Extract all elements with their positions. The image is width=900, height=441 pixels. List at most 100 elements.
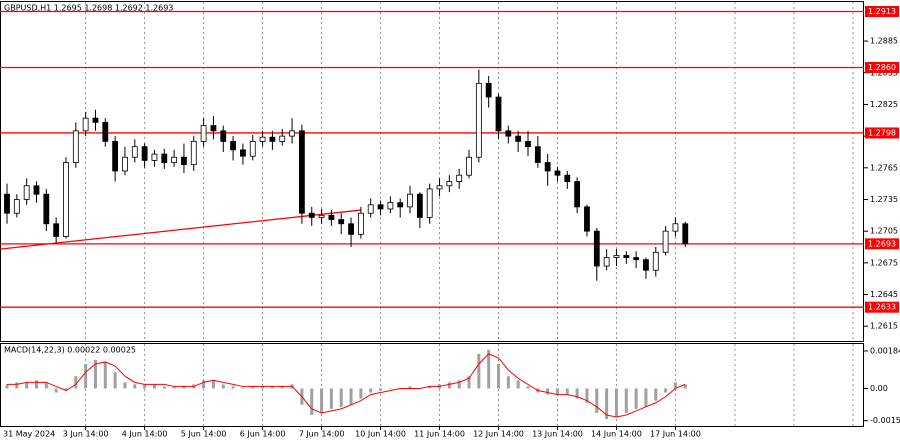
- macd-bar: [467, 376, 471, 389]
- candle-body: [269, 136, 276, 142]
- macd-bar: [103, 361, 107, 389]
- candle-body: [328, 214, 335, 220]
- macd-bar: [349, 388, 353, 405]
- candle-body: [564, 174, 571, 182]
- candle-body: [220, 130, 227, 142]
- macd-bar: [555, 388, 559, 395]
- trendline: [0, 209, 361, 250]
- x-tick-label: 13 Jun 14:00: [532, 430, 583, 439]
- candle-body: [446, 181, 453, 187]
- x-tick-label: 12 Jun 14:00: [473, 430, 524, 439]
- candle-body: [171, 156, 178, 163]
- candle-body: [131, 146, 138, 158]
- candle-body: [574, 181, 581, 208]
- candle-body: [652, 251, 659, 271]
- candle-body: [416, 193, 423, 218]
- candle-body: [141, 146, 148, 161]
- candle-body: [603, 257, 610, 267]
- candle-body: [289, 130, 295, 137]
- candle-body: [4, 193, 10, 214]
- level-label-box: [865, 61, 899, 73]
- candle-body: [357, 212, 364, 235]
- macd-bar: [15, 382, 19, 389]
- macd-bar: [310, 388, 314, 415]
- macd-bar: [280, 386, 284, 389]
- candle-body: [72, 130, 79, 163]
- macd-bar: [339, 388, 343, 407]
- level-label: 1.2633: [868, 303, 896, 312]
- level-label: 1.2798: [868, 128, 896, 137]
- candle-body: [190, 141, 197, 166]
- y-tick-label: -0.00158: [870, 416, 900, 425]
- level-label: 1.2693: [868, 239, 896, 248]
- candle-body: [426, 188, 433, 218]
- macd-bar: [447, 382, 451, 389]
- candle-body: [593, 230, 600, 267]
- x-tick-label: 7 Jun 14:00: [299, 430, 345, 439]
- x-tick-label: 10 Jun 14:00: [355, 430, 406, 439]
- candle-body: [682, 223, 689, 245]
- macd-bar: [64, 388, 68, 391]
- macd-bar: [162, 386, 166, 389]
- macd-bar: [251, 386, 255, 389]
- x-tick-label: 17 Jun 14:00: [650, 430, 701, 439]
- candle-body: [436, 185, 443, 190]
- candle-body: [23, 185, 30, 200]
- grid-layer: [85, 2, 854, 426]
- macd-bar: [172, 386, 176, 389]
- macd-bar: [74, 376, 78, 389]
- candle-body: [33, 185, 40, 195]
- macd-bar: [113, 372, 117, 389]
- macd-bar: [44, 382, 48, 389]
- level-label: 1.2913: [868, 7, 896, 16]
- candle-body: [112, 141, 119, 172]
- candle-body: [151, 153, 158, 161]
- chart-title: GBPUSD,H1 1.2695 1.2698 1.2692 1.2693: [4, 4, 173, 13]
- macd-bar: [388, 388, 392, 389]
- level-label: 1.2860: [868, 63, 896, 72]
- macd-bar: [624, 388, 628, 413]
- macd-bar: [506, 376, 510, 389]
- macd-bar: [565, 388, 569, 395]
- candle-body: [534, 146, 541, 163]
- x-tick-label: 4 Jun 14:00: [122, 430, 168, 439]
- candle-body: [397, 202, 404, 208]
- candle-body: [466, 156, 472, 176]
- candle-body: [308, 212, 315, 218]
- macd-bar: [34, 380, 38, 389]
- macd-bar: [664, 388, 668, 393]
- y-tick-label: 1.2885: [870, 37, 898, 46]
- macd-bar: [221, 384, 225, 389]
- x-tick-label: 14 Jun 14:00: [591, 430, 642, 439]
- y-tick-label: 1.2645: [870, 290, 898, 299]
- candle-body: [279, 135, 286, 142]
- candle-body: [348, 223, 354, 235]
- candle-body: [456, 174, 463, 182]
- level-label-box: [865, 238, 899, 250]
- macd-bar: [605, 388, 609, 420]
- macd-bar: [270, 386, 274, 389]
- macd-bar: [575, 388, 579, 399]
- macd-bar: [320, 388, 324, 413]
- x-tick-label: 11 Jun 14:00: [414, 430, 465, 439]
- macd-title: MACD(14,22,3) 0.00022 0.00025: [4, 346, 136, 355]
- candle-body: [613, 255, 620, 258]
- macd-bar: [644, 388, 648, 407]
- candle-body: [161, 153, 168, 163]
- candle-body: [338, 219, 345, 225]
- macd-bar: [654, 388, 658, 401]
- x-tick-label: 3 Jun 14:00: [63, 430, 109, 439]
- y-tick-label: 0.00184: [870, 346, 900, 355]
- macd-bar: [231, 386, 235, 389]
- y-tick-label: 1.2705: [870, 227, 898, 236]
- candle-body: [662, 230, 669, 253]
- candle-body: [53, 223, 60, 237]
- candle-body: [505, 130, 512, 137]
- x-tick-label: 31 May 2024: [3, 430, 55, 439]
- candle-body: [485, 82, 492, 98]
- candle-body: [554, 170, 561, 176]
- signal-line: [7, 353, 686, 418]
- candle-body: [367, 204, 374, 214]
